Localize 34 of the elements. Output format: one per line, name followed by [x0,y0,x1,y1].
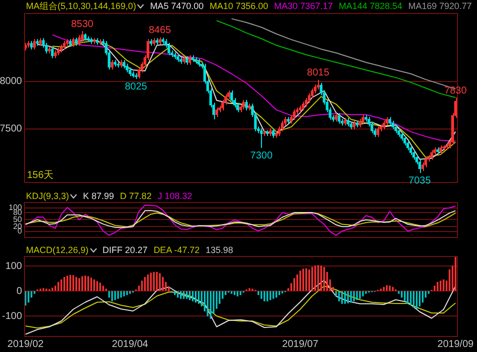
y-tick-label: 8000 [0,76,22,88]
x-tick-label: 2019/07 [282,338,319,350]
text: MA169 7920.77 [408,1,472,11]
x-tick-label: 2019/09 [437,338,474,350]
text: DEA -47.72 [154,245,200,255]
y-tick-label: 0 [16,286,22,297]
legend-title: MACD(12,26,9) [26,245,89,255]
y-tick-label: 50 [13,214,23,224]
annotation: 8530 [71,18,94,30]
y-tick-label: 100 [5,260,22,272]
legend-title: KDJ(9,3,3) [26,191,70,201]
y-tick-label: 7500 [0,124,22,135]
text: MA144 7828.54 [338,1,402,11]
text: 135.98 [206,245,234,255]
text: MA5 7470.00 [150,1,204,11]
x-tick-label: 2019/04 [112,338,149,350]
series-label: D 77.82 [120,191,152,201]
annotation: 7300 [250,150,273,162]
y-tick-label: 80 [13,208,23,217]
annotation: 8025 [124,82,148,93]
annotation: 7035 [408,176,432,187]
x-tick-label: 2019/02 [7,338,44,350]
legend-title: MA组合(5,10,30,144,169,0) [26,1,136,11]
text: 156天 [27,170,54,181]
annotation: 8465 [148,24,172,36]
series-label: J 108.32 [158,191,192,201]
text: MA30 7367.17 [274,1,333,11]
annotation: 7830 [444,85,468,96]
y-tick-label: 0 [18,226,23,236]
annotation: 8015 [307,68,330,79]
series-label: K 87.99 [83,191,114,201]
text: DIFF 20.27 [102,245,148,255]
y-tick-label: -100 [2,310,22,322]
text: MA10 7356.00 [210,1,268,11]
